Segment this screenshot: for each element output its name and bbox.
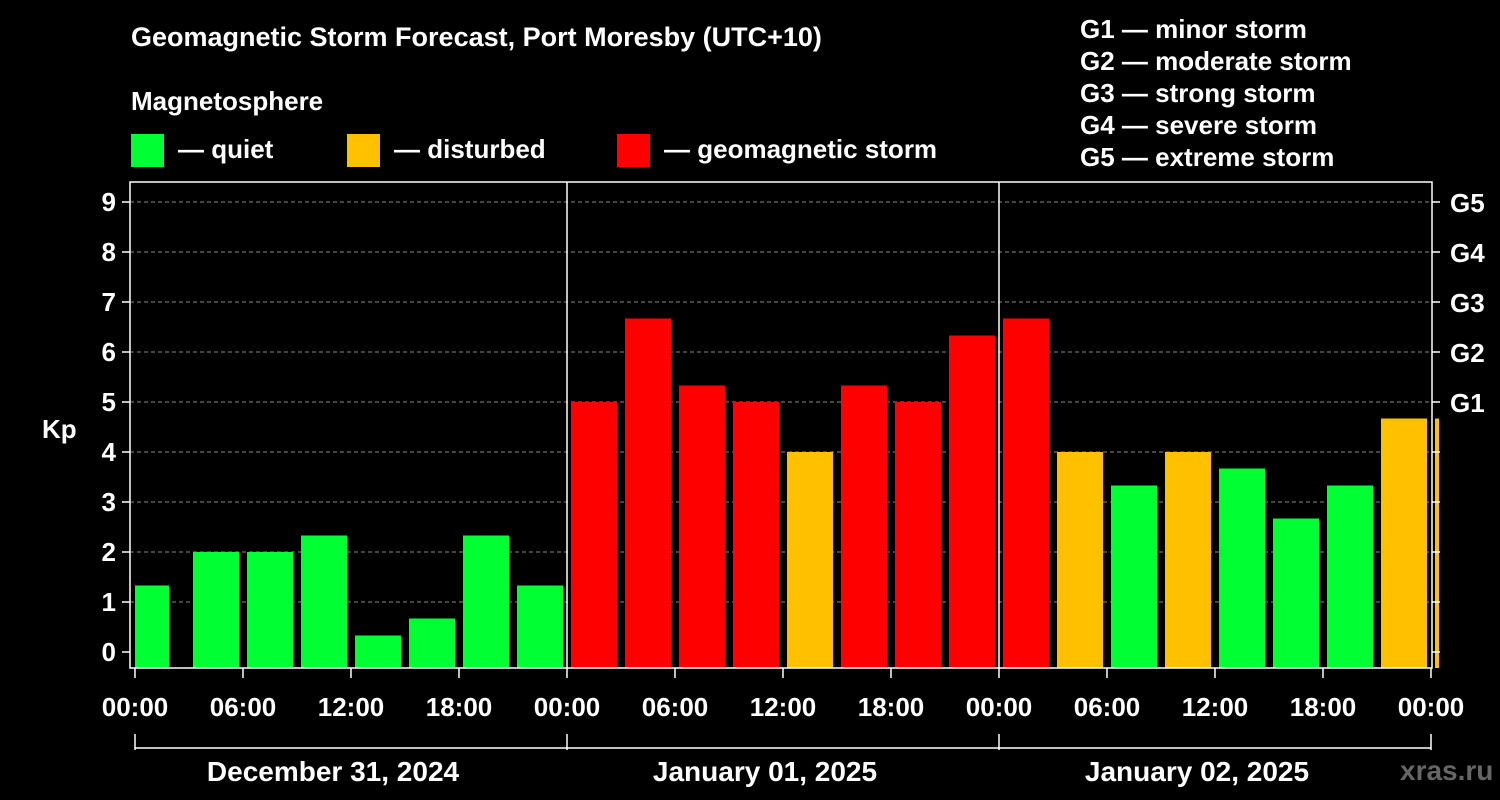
kp-bar (1273, 518, 1319, 668)
x-tick-label: 12:00 (318, 692, 385, 722)
x-tick-label: 18:00 (426, 692, 493, 722)
x-tick-label: 00:00 (102, 692, 169, 722)
x-tick-label: 00:00 (1398, 692, 1465, 722)
kp-bar (571, 402, 617, 668)
y-tick-label: 2 (102, 537, 116, 567)
legend-swatch-storm (617, 134, 650, 167)
g-scale-g1: G1 — minor storm (1080, 14, 1307, 44)
g-axis-label: G4 (1450, 238, 1485, 268)
magnetosphere-label: Magnetosphere (131, 86, 324, 116)
legend-label-storm: — geomagnetic storm (664, 134, 938, 164)
kp-bar (517, 585, 563, 668)
g-axis-label: G1 (1450, 388, 1485, 418)
y-tick-label: 1 (102, 587, 116, 617)
x-tick-label: 18:00 (1290, 692, 1357, 722)
day-label: December 31, 2024 (207, 756, 460, 787)
kp-bar (355, 635, 401, 668)
x-tick-label: 12:00 (1182, 692, 1249, 722)
kp-bar (1435, 418, 1439, 668)
y-tick-label: 0 (102, 637, 116, 667)
kp-bar (625, 318, 671, 668)
kp-bar (135, 585, 169, 668)
x-tick-label: 12:00 (750, 692, 817, 722)
kp-bar (733, 402, 779, 668)
kp-bar (1057, 452, 1103, 668)
kp-bar (841, 385, 887, 668)
x-tick-label: 18:00 (858, 692, 925, 722)
kp-bar (1381, 418, 1427, 668)
y-tick-label: 7 (102, 287, 116, 317)
g-axis-label: G3 (1450, 288, 1485, 318)
g-axis-label: G2 (1450, 338, 1485, 368)
kp-bar (409, 618, 455, 668)
y-tick-label: 3 (102, 487, 116, 517)
kp-bar (1165, 452, 1211, 668)
plot-frame (129, 181, 1433, 669)
g-scale-g3: G3 — strong storm (1080, 78, 1316, 108)
x-tick-label: 06:00 (210, 692, 277, 722)
legend-swatch-quiet (131, 134, 164, 167)
legend-label-quiet: — quiet (178, 134, 274, 164)
x-tick-label: 06:00 (1074, 692, 1141, 722)
kp-bar (949, 335, 995, 668)
legend-swatch-disturbed (347, 134, 380, 167)
day-label: January 02, 2025 (1085, 756, 1309, 787)
y-tick-label: 5 (102, 387, 116, 417)
kp-bar (787, 452, 833, 668)
y-tick-label: 8 (102, 237, 116, 267)
g-scale-g4: G4 — severe storm (1080, 110, 1318, 140)
kp-bar (463, 535, 509, 668)
x-tick-label: 00:00 (966, 692, 1033, 722)
x-tick-label: 00:00 (534, 692, 601, 722)
watermark: xras.ru (1400, 755, 1494, 786)
kp-bar (1111, 485, 1157, 668)
chart-title: Geomagnetic Storm Forecast, Port Moresby… (131, 22, 822, 52)
y-tick-label: 4 (102, 437, 117, 467)
kp-bar (247, 552, 293, 668)
x-tick-label: 06:00 (642, 692, 709, 722)
kp-bar (193, 552, 239, 668)
g-axis-label: G5 (1450, 188, 1485, 218)
y-tick-label: 9 (102, 187, 116, 217)
kp-bar (1003, 318, 1049, 668)
g-scale-g5: G5 — extreme storm (1080, 142, 1335, 172)
kp-bar (1327, 485, 1373, 668)
day-label: January 01, 2025 (653, 756, 877, 787)
kp-bar (301, 535, 347, 668)
kp-bar (1219, 468, 1265, 668)
kp-bar (679, 385, 725, 668)
y-tick-label: 6 (102, 337, 116, 367)
y-axis-label: Kp (42, 414, 77, 444)
g-scale-g2: G2 — moderate storm (1080, 46, 1352, 76)
legend-label-disturbed: — disturbed (394, 134, 546, 164)
kp-bar (895, 402, 941, 668)
